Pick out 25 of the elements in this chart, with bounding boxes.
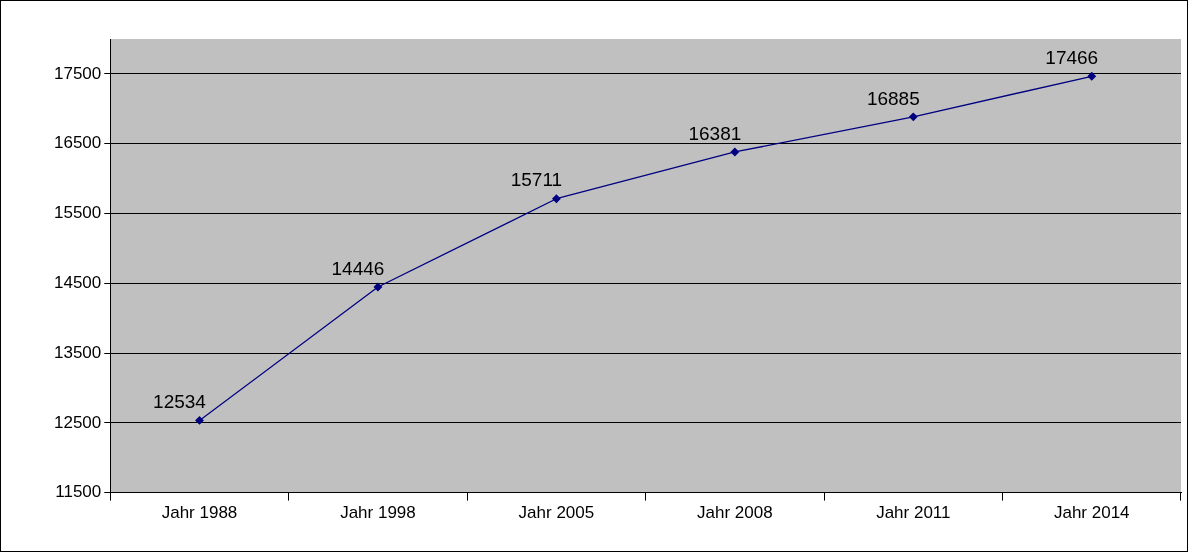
point [730,147,740,157]
data-label: 14446 [331,257,385,279]
y-tick-label: 17500 [53,63,102,83]
x-tick-label: Jahr 1998 [340,503,416,523]
x-tick-label: Jahr 1988 [161,503,238,523]
point [552,194,561,203]
point [195,416,204,425]
y-tick-label: 11500 [55,482,102,502]
x-tick-label: Jahr 2008 [697,503,773,523]
y-tick-label: 15500 [53,203,102,223]
y-tick-label: 13500 [53,342,102,362]
data-label: 16381 [688,122,742,144]
x-tick-label: Jahr 2011 [876,503,951,523]
point [1087,72,1096,81]
y-tick-label: 14500 [53,272,102,292]
data-label: 17466 [1045,47,1099,68]
point [909,112,918,121]
data-label: 12534 [153,391,207,413]
x-tick-label: Jahr 2005 [518,503,595,523]
data-label: 16885 [866,87,920,109]
data-label: 15711 [510,169,563,191]
x-tick-label: Jahr 2014 [1053,503,1130,523]
y-tick-label: 16500 [53,133,102,153]
point [373,282,383,292]
y-tick-label: 12500 [53,412,102,432]
